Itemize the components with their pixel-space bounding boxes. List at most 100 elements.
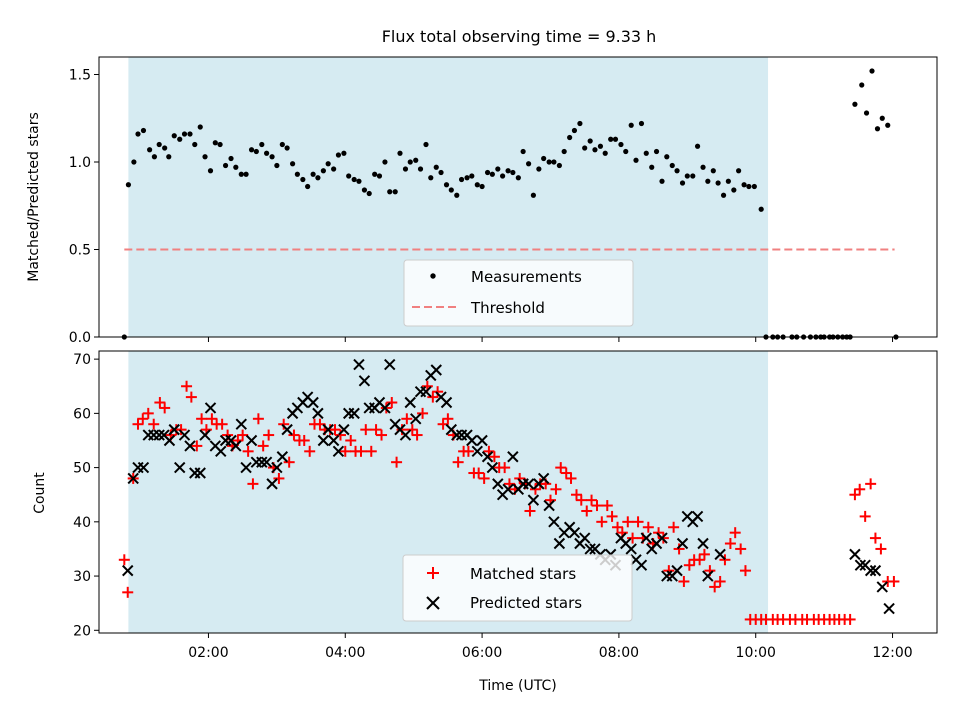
matched-star-point <box>191 440 203 452</box>
measurement-point <box>602 150 608 156</box>
measurement-point <box>320 168 326 174</box>
measurement-point <box>125 182 132 188</box>
measurement-point <box>505 168 511 174</box>
matched-star-point <box>148 418 160 430</box>
measurement-point <box>597 143 604 149</box>
measurement-point <box>556 162 562 169</box>
predicted-star-point <box>451 429 463 441</box>
predicted-star-point <box>876 581 888 593</box>
measurement-point <box>469 173 475 179</box>
y-tick-label: 60 <box>73 406 91 422</box>
measurement-point <box>664 154 670 160</box>
matched-star-point <box>159 402 171 414</box>
measurement-point <box>325 161 331 167</box>
predicted-star-point <box>404 396 416 409</box>
matched-star-point <box>427 391 439 403</box>
matched-star-point <box>237 429 249 441</box>
measurement-point <box>489 171 495 177</box>
matched-star-point <box>560 467 572 479</box>
measurement-point <box>741 182 747 188</box>
predicted-star-point <box>332 445 345 458</box>
predicted-star-point <box>353 358 365 371</box>
matched-star-point <box>278 418 290 430</box>
legend-matched-marker <box>427 567 439 579</box>
predicted-star-point <box>671 564 683 577</box>
measurement-point <box>582 145 588 151</box>
measurement-point <box>361 187 368 193</box>
matched-star-point <box>698 548 710 560</box>
measurement-point <box>192 141 198 148</box>
matched-star-point <box>719 554 731 566</box>
predicted-star-point <box>486 461 499 474</box>
measurement-point <box>177 136 183 142</box>
matched-star-point <box>865 478 877 490</box>
measurement-point <box>669 162 675 169</box>
measurement-point <box>674 168 680 174</box>
matched-star-point <box>142 407 154 419</box>
measurement-point <box>618 141 624 148</box>
matched-star-point <box>355 445 367 457</box>
matched-star-point <box>252 413 264 425</box>
measurement-point <box>264 150 270 156</box>
measurement-point <box>248 147 255 153</box>
predicted-star-point <box>322 423 334 436</box>
measurement-point <box>243 171 249 177</box>
measurement-point <box>438 169 444 176</box>
predicted-star-point <box>537 472 550 485</box>
predicted-star-point <box>854 559 867 571</box>
matched-star-point <box>386 397 398 409</box>
measurement-point <box>879 115 885 121</box>
measurement-point <box>659 178 665 184</box>
measurement-point <box>546 159 552 165</box>
measurement-point <box>454 192 460 198</box>
predicted-star-point <box>849 548 861 561</box>
matched-star-point <box>612 521 624 533</box>
measurement-point <box>289 161 296 167</box>
matched-star-point <box>360 424 372 436</box>
measurement-point <box>679 180 686 186</box>
predicted-star-point <box>312 407 324 420</box>
measurement-point <box>228 155 234 162</box>
matched-star-point <box>181 380 193 392</box>
predicted-star-point <box>527 494 540 506</box>
measurement-point <box>520 148 526 155</box>
matched-star-point <box>565 472 577 484</box>
measurement-point <box>495 166 501 172</box>
measurement-point <box>356 178 362 184</box>
y-tick-label: 30 <box>73 569 91 585</box>
measurement-point <box>694 143 701 149</box>
matched-star-point <box>678 575 690 587</box>
matched-star-point <box>401 413 413 425</box>
measurement-point <box>705 178 711 184</box>
matched-star-point <box>653 527 665 539</box>
measurement-point <box>428 175 434 181</box>
predicted-star-point <box>714 548 726 561</box>
predicted-star-point <box>471 445 484 458</box>
matched-star-point <box>432 386 444 398</box>
measurement-point <box>500 173 506 179</box>
matched-star-point <box>288 429 300 441</box>
measurement-point <box>253 148 259 155</box>
matched-star-point <box>714 575 726 587</box>
chart-title: Flux total observing time = 9.33 h <box>382 27 657 46</box>
matched-star-point <box>596 516 608 528</box>
predicted-star-point <box>676 537 689 550</box>
matched-star-point <box>869 532 881 544</box>
measurement-point <box>731 187 737 193</box>
matched-star-point <box>396 424 408 436</box>
legend-threshold-label: Threshold <box>470 299 545 317</box>
matched-star-point <box>442 413 454 425</box>
matched-star-point <box>473 467 485 479</box>
y-tick-label: 0.5 <box>69 243 91 259</box>
legend-predicted-label: Predicted stars <box>470 594 582 612</box>
y-tick-label: 20 <box>73 623 91 639</box>
x-tick-label: 12:00 <box>872 645 912 661</box>
measurement-point <box>331 166 337 172</box>
measurement-point <box>131 159 137 165</box>
matched-star-point <box>391 456 403 468</box>
predicted-star-point <box>492 478 504 490</box>
measurement-point <box>197 124 203 130</box>
matched-star-point <box>196 413 208 425</box>
matched-star-point <box>283 456 295 468</box>
count-legend: Matched stars Predicted stars <box>402 554 633 622</box>
